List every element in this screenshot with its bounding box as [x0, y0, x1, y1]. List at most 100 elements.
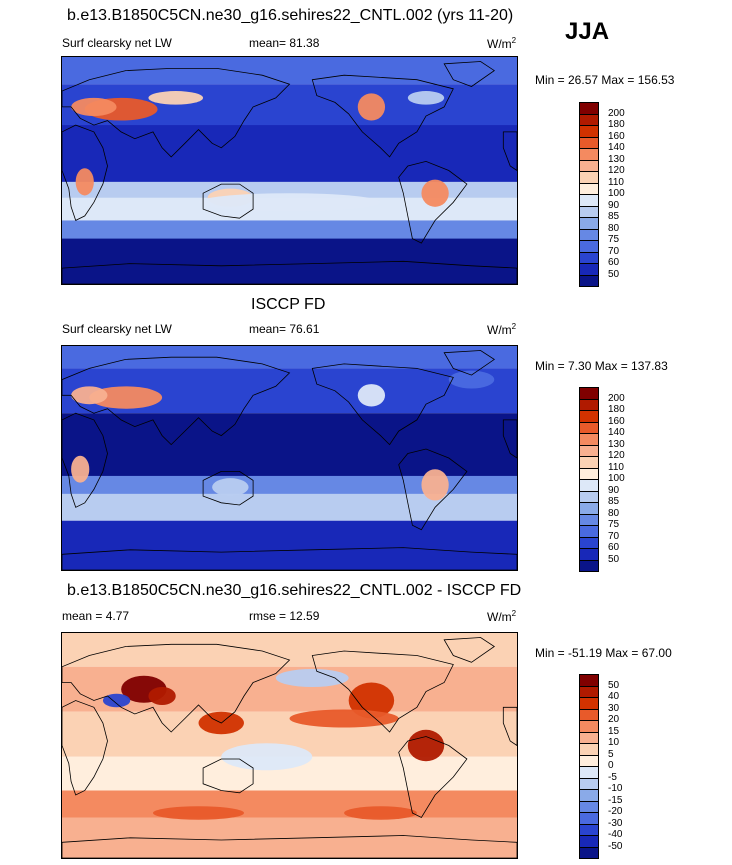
panel-1-variable-label: Surf clearsky net LW — [62, 36, 172, 50]
colorbar-label: 70 — [608, 245, 620, 257]
coastline-australia — [202, 471, 254, 506]
panel-1-mean-label: mean= 81.38 — [249, 36, 320, 50]
colorbar-label: -15 — [608, 794, 623, 806]
colorbar-swatch — [579, 410, 599, 422]
colorbar-swatch — [579, 240, 599, 252]
coastline-africaE — [502, 419, 517, 459]
panel-3-map-svg — [62, 633, 517, 858]
colorbar-label: 30 — [608, 702, 620, 714]
coastline-namerica — [311, 363, 454, 446]
coastline-eurasia — [62, 643, 291, 733]
colorbar-swatch — [579, 433, 599, 445]
colorbar-swatch — [579, 274, 599, 287]
colorbar-swatch — [579, 846, 599, 859]
colorbar-separator — [579, 410, 599, 411]
colorbar-swatch — [579, 467, 599, 480]
colorbar-label: 40 — [608, 691, 620, 702]
panel-3-map — [61, 632, 518, 859]
colorbar-label: 90 — [608, 199, 620, 211]
panel-2-minmax-label: Min = 7.30 Max = 137.83 — [535, 359, 668, 373]
coastline-antarctica — [62, 835, 517, 858]
colorbar-swatch — [579, 398, 599, 411]
coastline-eurasia — [62, 67, 291, 158]
coastline-namerica — [311, 74, 454, 158]
colorbar-label: 60 — [608, 257, 620, 268]
colorbar-label: 75 — [608, 519, 620, 530]
colorbar-separator — [579, 812, 599, 813]
colorbar-swatch — [579, 777, 599, 790]
colorbar-label: 200 — [608, 392, 625, 404]
panel-1-minmax-label: Min = 26.57 Max = 156.53 — [535, 73, 675, 87]
colorbar-swatch — [579, 194, 599, 206]
colorbar-swatch — [579, 456, 599, 468]
colorbar-separator — [579, 148, 599, 149]
colorbar-separator — [579, 720, 599, 721]
colorbar-label: 50 — [608, 553, 620, 565]
colorbar-separator — [579, 525, 599, 526]
coastline-samerica — [398, 448, 468, 531]
coastline-greenland — [443, 637, 496, 663]
panel-1-title: b.e13.B1850C5CN.ne30_g16.sehires22_CNTL.… — [67, 7, 514, 24]
coastline-africaE — [502, 131, 517, 171]
colorbar-separator — [579, 708, 599, 710]
coastline-australia — [202, 758, 254, 794]
colorbar-separator — [579, 835, 599, 836]
coastlines — [62, 350, 517, 570]
colorbar-label: -5 — [608, 771, 617, 783]
colorbar-swatch — [579, 513, 599, 526]
colorbar-swatch — [579, 490, 599, 503]
colorbar-separator — [579, 513, 599, 515]
colorbar-label: 10 — [608, 737, 620, 748]
coastline-africa — [62, 700, 108, 796]
panel-2-colorbar: 200 180 160 140 130 120 110 100 90 85 80 75 70 60 50 — [579, 387, 625, 572]
colorbar-swatch — [579, 421, 599, 434]
colorbar-label: 80 — [608, 507, 620, 519]
colorbar-separator — [579, 823, 599, 825]
colorbar-swatch — [579, 766, 599, 778]
colorbar-separator — [579, 789, 599, 790]
panel-3-colorbar: 50 40 30 20 15 10 5 0 -5 -10 -15 -20 -30 -40 -50 — [579, 674, 622, 859]
colorbar-separator — [579, 490, 599, 492]
map-field — [62, 633, 517, 858]
colorbar-swatch — [579, 548, 599, 560]
colorbar-swatch — [579, 444, 599, 457]
coastline-antarctica — [62, 260, 517, 284]
colorbar-swatch — [579, 171, 599, 183]
panel-1-map — [61, 56, 518, 285]
colorbar-swatch — [579, 536, 599, 549]
colorbar-separator — [579, 697, 599, 698]
colorbar-swatch — [579, 708, 599, 721]
panel-2-variable-label: Surf clearsky net LW — [62, 322, 172, 336]
colorbar-label: 70 — [608, 530, 620, 542]
panel-3-rmse-label: rmse = 12.59 — [249, 609, 320, 623]
panel-2-map — [61, 345, 518, 571]
colorbar-separator — [579, 398, 599, 400]
coastline-africa — [62, 124, 108, 221]
colorbar-swatch — [579, 217, 599, 229]
colorbar-label: -10 — [608, 783, 623, 794]
colorbar-separator — [579, 536, 599, 538]
coastline-africaE — [502, 706, 517, 746]
colorbar-label: -20 — [608, 806, 623, 817]
colorbar-label: -50 — [608, 840, 623, 852]
colorbar-swatch — [579, 113, 599, 126]
colorbar-swatch — [579, 159, 599, 172]
colorbar-label: 15 — [608, 725, 620, 737]
colorbar-separator — [579, 754, 599, 756]
colorbar-label: 50 — [608, 679, 620, 691]
colorbar-label: 5 — [608, 748, 614, 760]
coastline-greenland — [443, 61, 496, 87]
colorbar-swatch — [579, 479, 599, 491]
coastline-antarctica — [62, 547, 517, 570]
colorbar-label: 0 — [608, 760, 614, 771]
colorbar-separator — [579, 182, 599, 184]
colorbar-separator — [579, 194, 599, 195]
colorbar-separator — [579, 171, 599, 172]
season-label: JJA — [565, 18, 610, 45]
colorbar-separator — [579, 251, 599, 253]
colorbar-label: 85 — [608, 211, 620, 222]
colorbar-label: 130 — [608, 153, 625, 165]
colorbar-label: 160 — [608, 415, 625, 427]
map-field — [62, 346, 517, 570]
coastline-eurasia — [62, 356, 291, 446]
